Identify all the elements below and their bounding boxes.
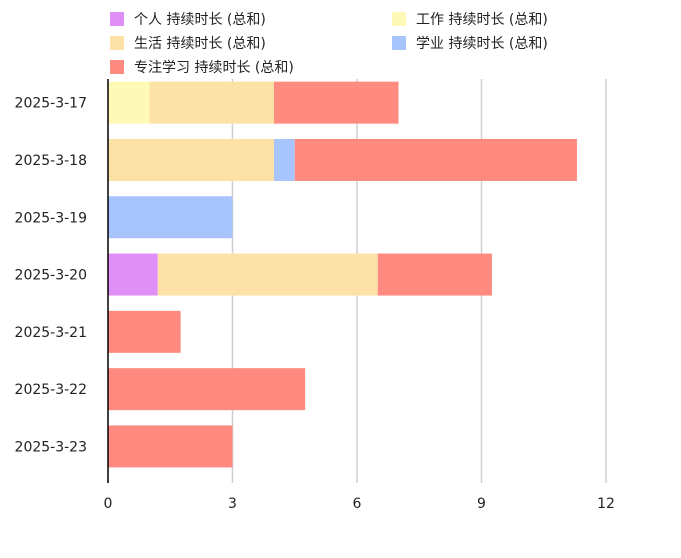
x-tick-label-2: 6 [353,496,362,512]
bar-2025-3-23-series-4 [108,425,233,468]
y-tick-label-3: 2025-3-20 [15,268,87,284]
y-tick-labels: 2025-3-17 2025-3-18 2025-3-19 2025-3-20 2025… [15,96,87,456]
legend-swatch-0 [110,12,124,26]
x-tick-label-3: 9 [477,496,486,512]
legend-label-2: 生活 持续时长 (总和) [134,35,266,52]
x-tick-label-0: 0 [104,496,113,512]
legend-swatch-2 [110,36,124,50]
x-tick-label-4: 12 [597,496,615,512]
bar-2025-3-19-series-3 [108,196,233,239]
legend-label-0: 个人 持续时长 (总和) [134,11,266,28]
legend-swatch-4 [110,60,124,74]
bar-2025-3-21-series-4 [108,310,181,353]
bar-2025-3-17-series-1 [108,81,150,124]
legend: 个人 持续时长 (总和) 工作 持续时长 (总和) 生活 持续时长 (总和) 学业 持… [110,11,548,76]
bar-2025-3-20-series-4 [377,253,492,296]
y-tick-label-2: 2025-3-19 [15,210,87,226]
y-tick-label-0: 2025-3-17 [15,96,87,112]
bar-2025-3-17-series-2 [149,81,274,124]
bar-2025-3-18-series-3 [274,138,295,181]
bar-2025-3-17-series-4 [274,81,399,124]
y-tick-label-5: 2025-3-22 [15,382,87,398]
legend-label-3: 学业 持续时长 (总和) [416,35,548,52]
y-tick-label-4: 2025-3-21 [15,325,87,341]
bar-2025-3-18-series-4 [294,138,577,181]
legend-swatch-3 [392,36,406,50]
bar-2025-3-18-series-2 [108,138,274,181]
legend-label-4: 专注学习 持续时长 (总和) [134,59,294,76]
x-tick-label-1: 3 [228,496,237,512]
bar-2025-3-22-series-4 [108,368,306,411]
legend-label-1: 工作 持续时长 (总和) [416,11,548,28]
bar-2025-3-20-series-0 [108,253,158,296]
legend-swatch-1 [392,12,406,26]
x-tick-labels: 0 3 6 9 12 [104,496,615,512]
bar-2025-3-20-series-2 [157,253,378,296]
bars [108,81,577,468]
y-tick-label-1: 2025-3-18 [15,153,87,169]
y-tick-label-6: 2025-3-23 [15,439,87,455]
